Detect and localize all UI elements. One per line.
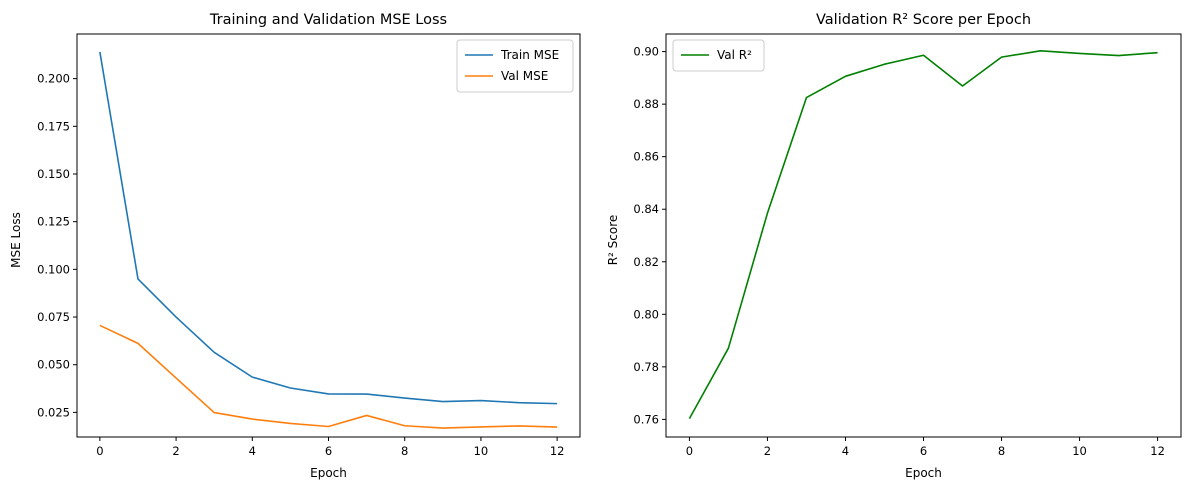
y-tick-label: 0.200 — [37, 72, 70, 86]
plot-frame — [665, 33, 1182, 438]
mse-loss-chart: Training and Validation MSE Loss Epoch M… — [9, 12, 581, 480]
y-tick-label: 0.150 — [37, 167, 70, 181]
series-line-1 — [99, 51, 558, 405]
y-tick-label: 0.90 — [633, 45, 659, 59]
y-tick-label: 0.78 — [633, 360, 659, 374]
x-tick-label: 12 — [550, 444, 565, 458]
x-tick-label: 8 — [401, 444, 408, 458]
y-tick-label: 0.050 — [37, 358, 70, 372]
x-tick-label: 12 — [1150, 444, 1165, 458]
y-tick-label: 0.88 — [633, 97, 659, 111]
x-tick-label: 8 — [998, 444, 1005, 458]
y-tick-label: 0.100 — [37, 262, 70, 276]
x-tick-label: 0 — [96, 444, 103, 458]
x-axis-label: Epoch — [905, 466, 942, 480]
series-line-2 — [99, 324, 558, 429]
legend: Val R² — [672, 39, 765, 72]
x-tick-label: 10 — [1072, 444, 1087, 458]
x-tick-label: 2 — [764, 444, 771, 458]
series-line-1 — [688, 50, 1158, 419]
x-tick-label: 6 — [325, 444, 332, 458]
x-tick-label: 4 — [249, 444, 256, 458]
r2-score-chart: Validation R² Score per Epoch Epoch R² S… — [606, 12, 1182, 480]
y-tick-label: 0.175 — [37, 119, 70, 133]
chart-title: Training and Validation MSE Loss — [209, 12, 447, 28]
y-tick-label: 0.80 — [633, 307, 659, 321]
legend-label: Val R² — [717, 48, 752, 62]
x-tick-label: 2 — [172, 444, 179, 458]
y-tick-label: 0.86 — [633, 150, 659, 164]
legend: Train MSE Val MSE — [456, 39, 574, 93]
y-tick-label: 0.82 — [633, 255, 659, 269]
legend-box — [456, 39, 574, 93]
y-tick-label: 0.025 — [37, 405, 70, 419]
y-tick-label: 0.84 — [633, 202, 659, 216]
y-axis-label: MSE Loss — [9, 212, 23, 268]
x-tick-label: 4 — [842, 444, 849, 458]
x-axis-label: Epoch — [310, 466, 347, 480]
y-tick-label: 0.76 — [633, 412, 659, 426]
plot-frame — [76, 33, 581, 438]
legend-label: Val MSE — [501, 69, 548, 83]
x-tick-label: 6 — [920, 444, 927, 458]
x-tick-label: 10 — [474, 444, 489, 458]
chart-title: Validation R² Score per Epoch — [816, 12, 1031, 28]
legend-box — [672, 39, 765, 72]
y-axis-label: R² Score — [606, 215, 620, 266]
y-tick-label: 0.125 — [37, 215, 70, 229]
x-tick-label: 0 — [686, 444, 693, 458]
y-tick-label: 0.075 — [37, 310, 70, 324]
legend-label: Train MSE — [500, 48, 559, 62]
